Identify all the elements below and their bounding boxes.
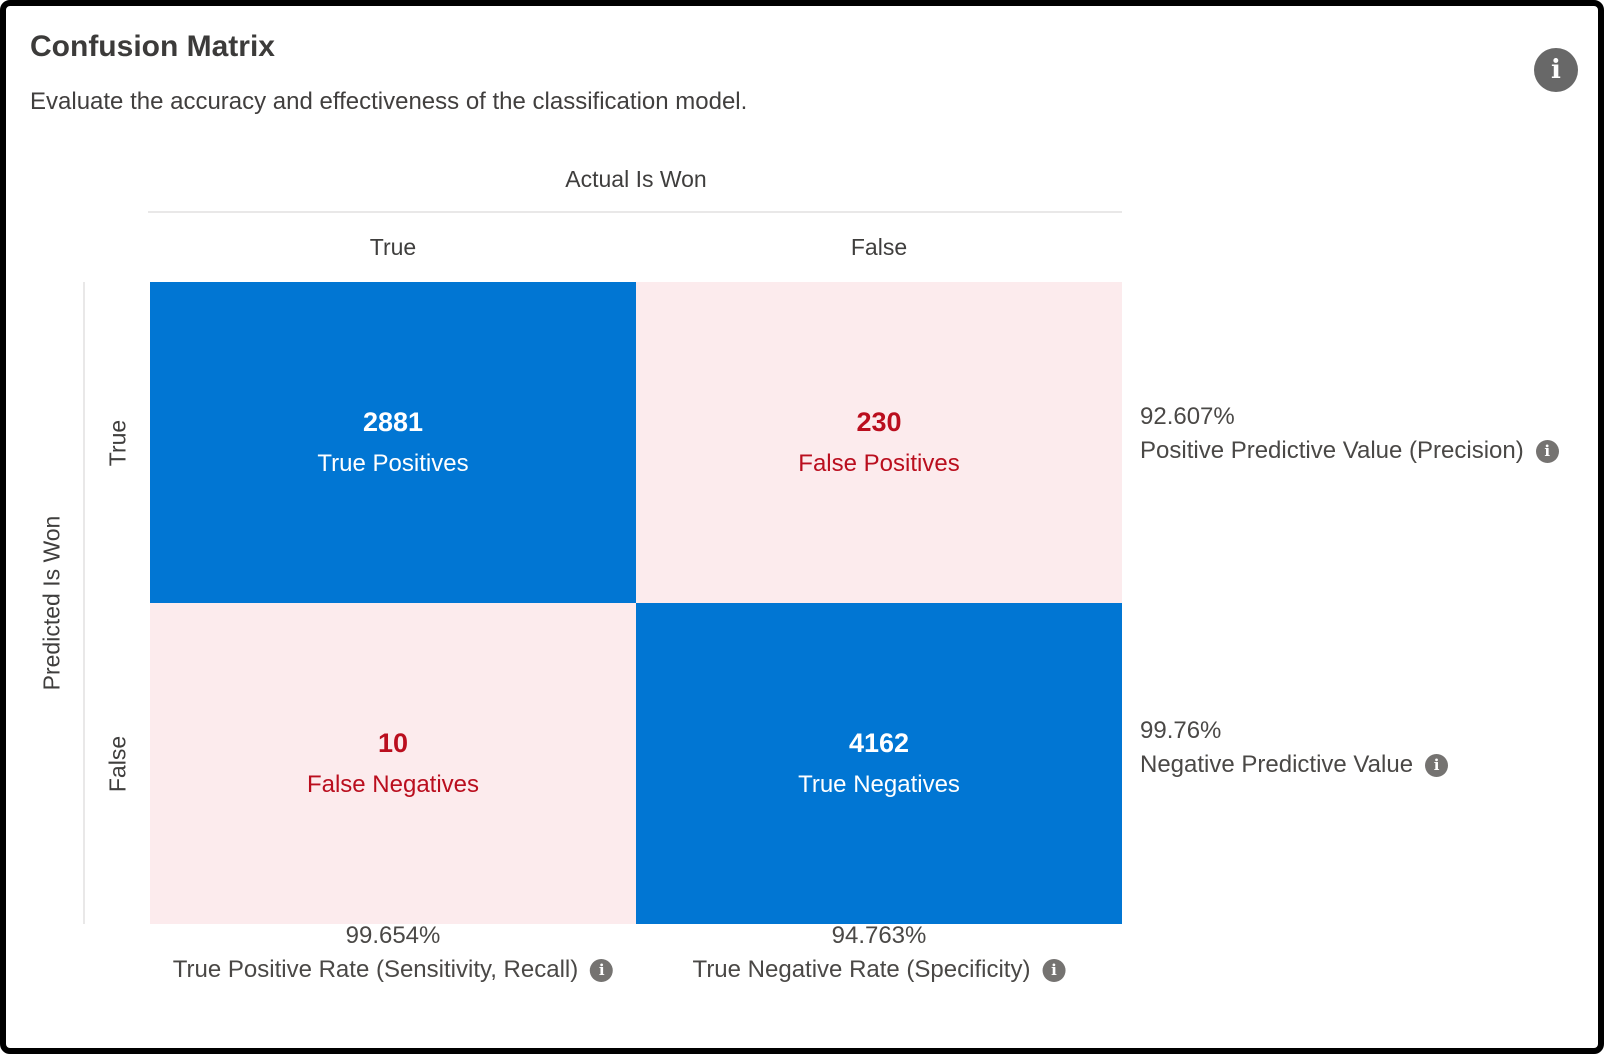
column-label-false: False: [850, 234, 908, 260]
specificity-info-icon[interactable]: i: [1042, 958, 1066, 982]
column-label-true: True: [369, 234, 417, 260]
page-subtitle: Evaluate the accuracy and effectiveness …: [30, 88, 748, 115]
metric-label: Negative Predictive Value: [1140, 751, 1414, 778]
npv-info-icon[interactable]: i: [1425, 753, 1449, 777]
info-icon-glyph: i: [1544, 442, 1551, 460]
info-icon-glyph: i: [1433, 756, 1440, 774]
cell-label: True Positives: [317, 450, 469, 477]
page-title: Confusion Matrix: [30, 30, 275, 63]
cell-true-positives[interactable]: 2881 True Positives: [150, 282, 636, 603]
info-icon-glyph: i: [598, 961, 605, 979]
cell-false-negatives[interactable]: 10 False Negatives: [150, 603, 636, 924]
metric-label: True Negative Rate (Specificity): [692, 956, 1031, 983]
metric-label: True Positive Rate (Sensitivity, Recall): [172, 956, 579, 983]
metric-precision: 92.607% Positive Predictive Value (Preci…: [1140, 400, 1559, 468]
metric-value: 94.763%: [831, 922, 927, 949]
row-label-true: True: [104, 419, 131, 467]
cell-false-positives[interactable]: 230 False Positives: [636, 282, 1122, 603]
y-axis-title: Predicted Is Won: [38, 515, 65, 691]
x-axis-divider: [148, 211, 1122, 213]
x-axis-title: Actual Is Won: [565, 166, 707, 192]
metric-negative-predictive-value: 99.76% Negative Predictive Value i: [1140, 714, 1449, 782]
metric-label: Positive Predictive Value (Precision): [1140, 437, 1524, 464]
row-label-false: False: [104, 735, 131, 793]
precision-info-icon[interactable]: i: [1535, 439, 1559, 463]
metric-true-negative-rate: 94.763% True Negative Rate (Specificity)…: [693, 919, 1066, 987]
info-icon-glyph: i: [1051, 961, 1057, 979]
cell-value: 10: [377, 728, 409, 758]
info-icon-glyph: i: [1551, 55, 1561, 85]
metric-value: 92.607%: [1140, 403, 1235, 430]
cell-true-negatives[interactable]: 4162 True Negatives: [636, 603, 1122, 924]
cell-label: False Negatives: [306, 771, 480, 798]
recall-info-icon[interactable]: i: [590, 958, 614, 982]
cell-label: True Negatives: [798, 771, 960, 798]
panel-info-icon[interactable]: i: [1534, 48, 1578, 92]
cell-value: 230: [856, 407, 902, 437]
confusion-matrix-grid: 2881 True Positives 230 False Positives …: [150, 282, 1122, 924]
cell-label: False Positives: [798, 450, 960, 477]
cell-value: 4162: [848, 728, 910, 758]
y-axis-divider: [83, 282, 85, 924]
metric-true-positive-rate: 99.654% True Positive Rate (Sensitivity,…: [172, 919, 614, 987]
metric-value: 99.76%: [1140, 717, 1222, 744]
cell-value: 2881: [362, 407, 424, 437]
metric-value: 99.654%: [345, 922, 441, 949]
